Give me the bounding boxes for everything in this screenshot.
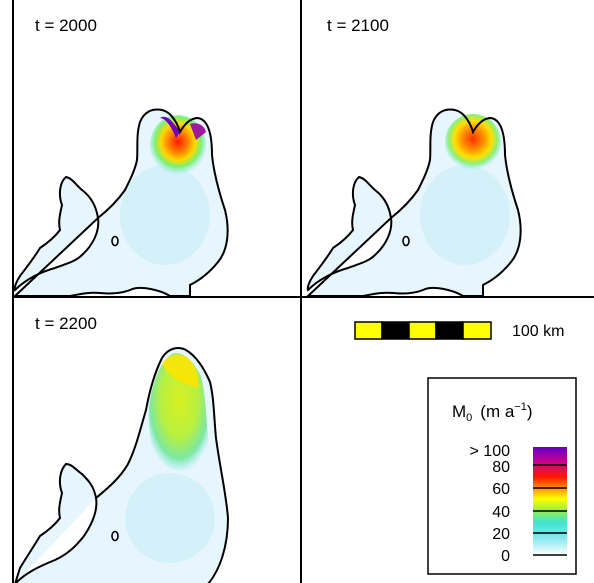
scale-bar-segment xyxy=(462,321,492,340)
time-label: t = 2100 xyxy=(327,16,389,35)
colorbar-ticks xyxy=(533,464,567,556)
scale-bar-segment xyxy=(381,321,410,340)
panel-t2200: t = 2200 xyxy=(14,314,230,583)
scale-bar-segment xyxy=(354,321,383,340)
colorbar-tick-label: 0 xyxy=(501,548,510,565)
scale-bar-segment xyxy=(408,321,437,340)
ice-sheet-map xyxy=(14,347,230,583)
colorbar-legend: M0 (m a−1) > 100 80 60 40 20 0 xyxy=(427,377,577,575)
colorbar-tick-label: 60 xyxy=(492,481,510,498)
legend-title: M0 (m a−1) xyxy=(452,401,533,424)
colorbar-tick-label: 40 xyxy=(492,504,510,521)
time-label: t = 2200 xyxy=(35,314,97,333)
scale-bar-label: 100 km xyxy=(512,323,564,340)
ice-sheet-map xyxy=(13,108,229,296)
colorbar-tick-label: 80 xyxy=(492,459,510,476)
time-label: t = 2000 xyxy=(35,16,97,35)
colorbar xyxy=(533,447,567,555)
panel-t2000: t = 2000 xyxy=(13,16,229,296)
scale-bar-segment xyxy=(435,321,464,340)
colorbar-tick-label: > 100 xyxy=(470,443,511,460)
colorbar-tick-label: 20 xyxy=(492,526,510,543)
ice-sheet-map xyxy=(306,108,522,296)
scale-bar: 100 km xyxy=(354,321,564,340)
panel-t2100: t = 2100 xyxy=(306,16,522,296)
